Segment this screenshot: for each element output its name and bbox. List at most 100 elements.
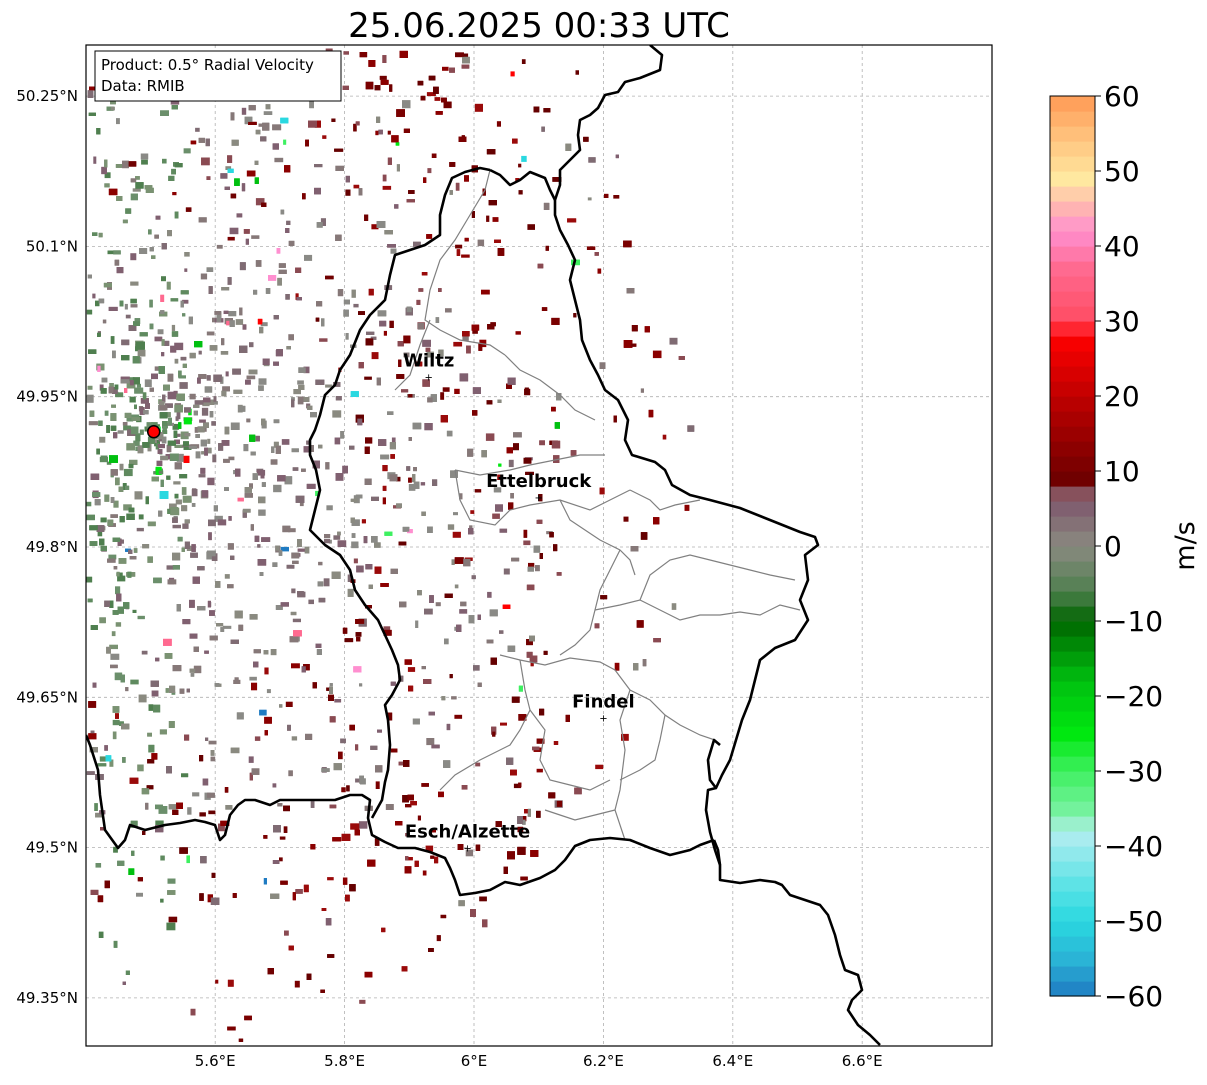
colorbar-band [1050,576,1095,592]
velocity-echo [244,1015,252,1021]
velocity-echo [145,403,150,409]
velocity-echo [88,701,97,708]
velocity-echo [181,547,185,552]
velocity-echo [556,572,562,576]
velocity-echo [146,422,154,429]
velocity-echo [430,394,437,402]
velocity-echo [315,490,321,497]
velocity-echo [90,473,100,480]
velocity-echo [486,639,494,644]
velocity-echo [106,425,110,433]
velocity-echo [166,475,171,480]
velocity-echo [316,222,323,228]
velocity-echo [289,636,299,643]
velocity-echo [364,971,373,978]
velocity-echo [184,519,190,524]
velocity-echo [297,591,306,598]
velocity-echo [193,665,202,674]
velocity-echo [378,129,383,135]
velocity-echo [257,318,263,325]
velocity-echo [375,130,379,136]
velocity-echo [151,753,158,760]
velocity-echo [436,935,441,942]
velocity-echo [551,317,560,325]
velocity-echo [134,404,137,410]
velocity-echo [136,527,144,532]
velocity-echo [600,595,608,600]
info-product: Product: 0.5° Radial Velocity [101,56,314,74]
velocity-echo [458,900,465,907]
velocity-echo [428,711,435,716]
velocity-echo [109,600,114,608]
velocity-echo [297,380,304,385]
velocity-echo [310,844,316,850]
velocity-echo [130,193,138,201]
velocity-echo [353,558,358,564]
velocity-echo [132,609,137,613]
velocity-echo [424,608,433,615]
velocity-echo [151,476,159,482]
velocity-echo [292,467,299,471]
velocity-echo [523,457,532,464]
velocity-echo [112,350,116,359]
velocity-echo [207,550,216,557]
velocity-echo [374,566,382,574]
velocity-echo [172,192,177,196]
velocity-echo [456,249,461,256]
velocity-echo [586,246,596,250]
velocity-echo [291,663,300,669]
colorbar-band [1050,321,1095,337]
colorbar-tick-label: 40 [1104,230,1140,263]
velocity-echo [201,451,207,455]
velocity-echo [366,331,375,335]
velocity-echo [532,746,540,751]
velocity-echo [377,729,382,733]
velocity-echo [355,619,365,624]
velocity-echo [687,425,695,432]
velocity-echo [530,850,539,857]
velocity-echo [382,465,388,472]
velocity-echo [237,497,244,502]
velocity-echo [176,604,181,612]
velocity-echo [182,313,186,317]
velocity-echo [285,701,293,707]
velocity-echo [343,299,350,305]
velocity-echo [422,339,431,347]
velocity-echo [148,704,154,711]
velocity-echo [220,627,225,632]
velocity-echo [185,207,192,212]
velocity-echo [355,744,359,751]
velocity-echo [142,544,150,549]
velocity-echo [403,128,410,133]
velocity-echo [331,118,336,122]
velocity-echo [316,301,323,307]
velocity-echo [139,429,144,435]
velocity-echo [631,325,638,332]
velocity-echo [365,81,374,90]
velocity-echo [244,487,252,493]
velocity-echo [137,877,143,882]
velocity-echo [286,564,295,569]
velocity-echo [308,599,314,605]
velocity-echo [254,736,261,741]
colorbar-band [1050,666,1095,682]
velocity-echo [481,450,487,458]
velocity-echo [279,704,283,708]
velocity-echo [112,387,118,394]
velocity-echo [202,400,210,407]
velocity-echo [468,528,474,535]
colorbar-band [1050,636,1095,652]
velocity-echo [523,529,528,538]
velocity-echo [294,980,300,988]
velocity-echo [128,868,135,875]
velocity-echo [206,267,214,272]
velocity-echo [159,412,168,419]
velocity-echo [406,199,415,203]
velocity-echo [379,75,387,80]
velocity-echo [244,116,253,125]
velocity-echo [90,889,99,895]
velocity-echo [278,269,287,274]
velocity-echo [282,525,291,533]
velocity-echo [506,447,513,454]
